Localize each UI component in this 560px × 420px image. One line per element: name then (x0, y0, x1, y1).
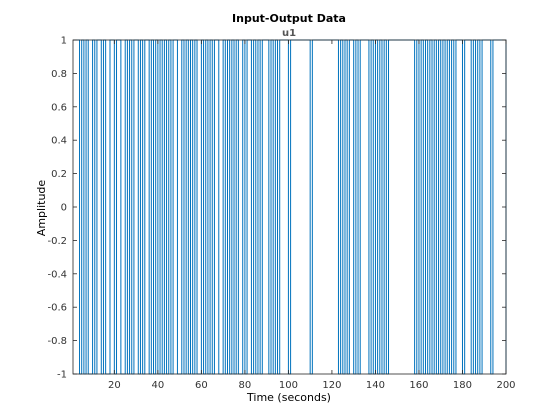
y-tick-label: 0.8 (51, 69, 67, 80)
x-tick-label: 80 (239, 380, 252, 391)
x-tick-label: 100 (279, 380, 298, 391)
chart-subtitle: u1 (282, 28, 296, 39)
y-tick-label: 0.4 (51, 136, 67, 147)
y-tick-label: -0.4 (47, 269, 67, 280)
y-tick-label: -0.8 (47, 336, 67, 347)
y-tick-label: 1 (61, 36, 67, 47)
x-tick-label: 40 (151, 380, 164, 391)
x-tick-label: 160 (409, 380, 428, 391)
x-tick-label: 20 (108, 380, 121, 391)
x-tick-label: 60 (195, 380, 208, 391)
x-tick-label: 120 (322, 380, 341, 391)
y-axis-label: Amplitude (35, 180, 48, 237)
x-tick-label: 200 (496, 380, 515, 391)
y-tick-label: 0.6 (51, 102, 67, 113)
chart-title: Input-Output Data (232, 12, 346, 25)
y-tick-label: -0.2 (47, 236, 67, 247)
plot-area (72, 39, 507, 375)
y-tick-label: 0 (61, 203, 67, 214)
axis-ticks: 20 40 60 80 100 120 140 160 180 200 -1 -0.8 -0.6 -0.4… (47, 36, 515, 392)
y-tick-label: 0.2 (51, 169, 67, 180)
x-axis-label: Time (seconds) (246, 391, 331, 404)
series-line-u1 (73, 39, 507, 375)
y-tick-label: -1 (57, 370, 67, 381)
x-tick-label: 140 (366, 380, 385, 391)
y-tick-label: -0.6 (47, 303, 67, 314)
x-tick-label: 180 (453, 380, 472, 391)
